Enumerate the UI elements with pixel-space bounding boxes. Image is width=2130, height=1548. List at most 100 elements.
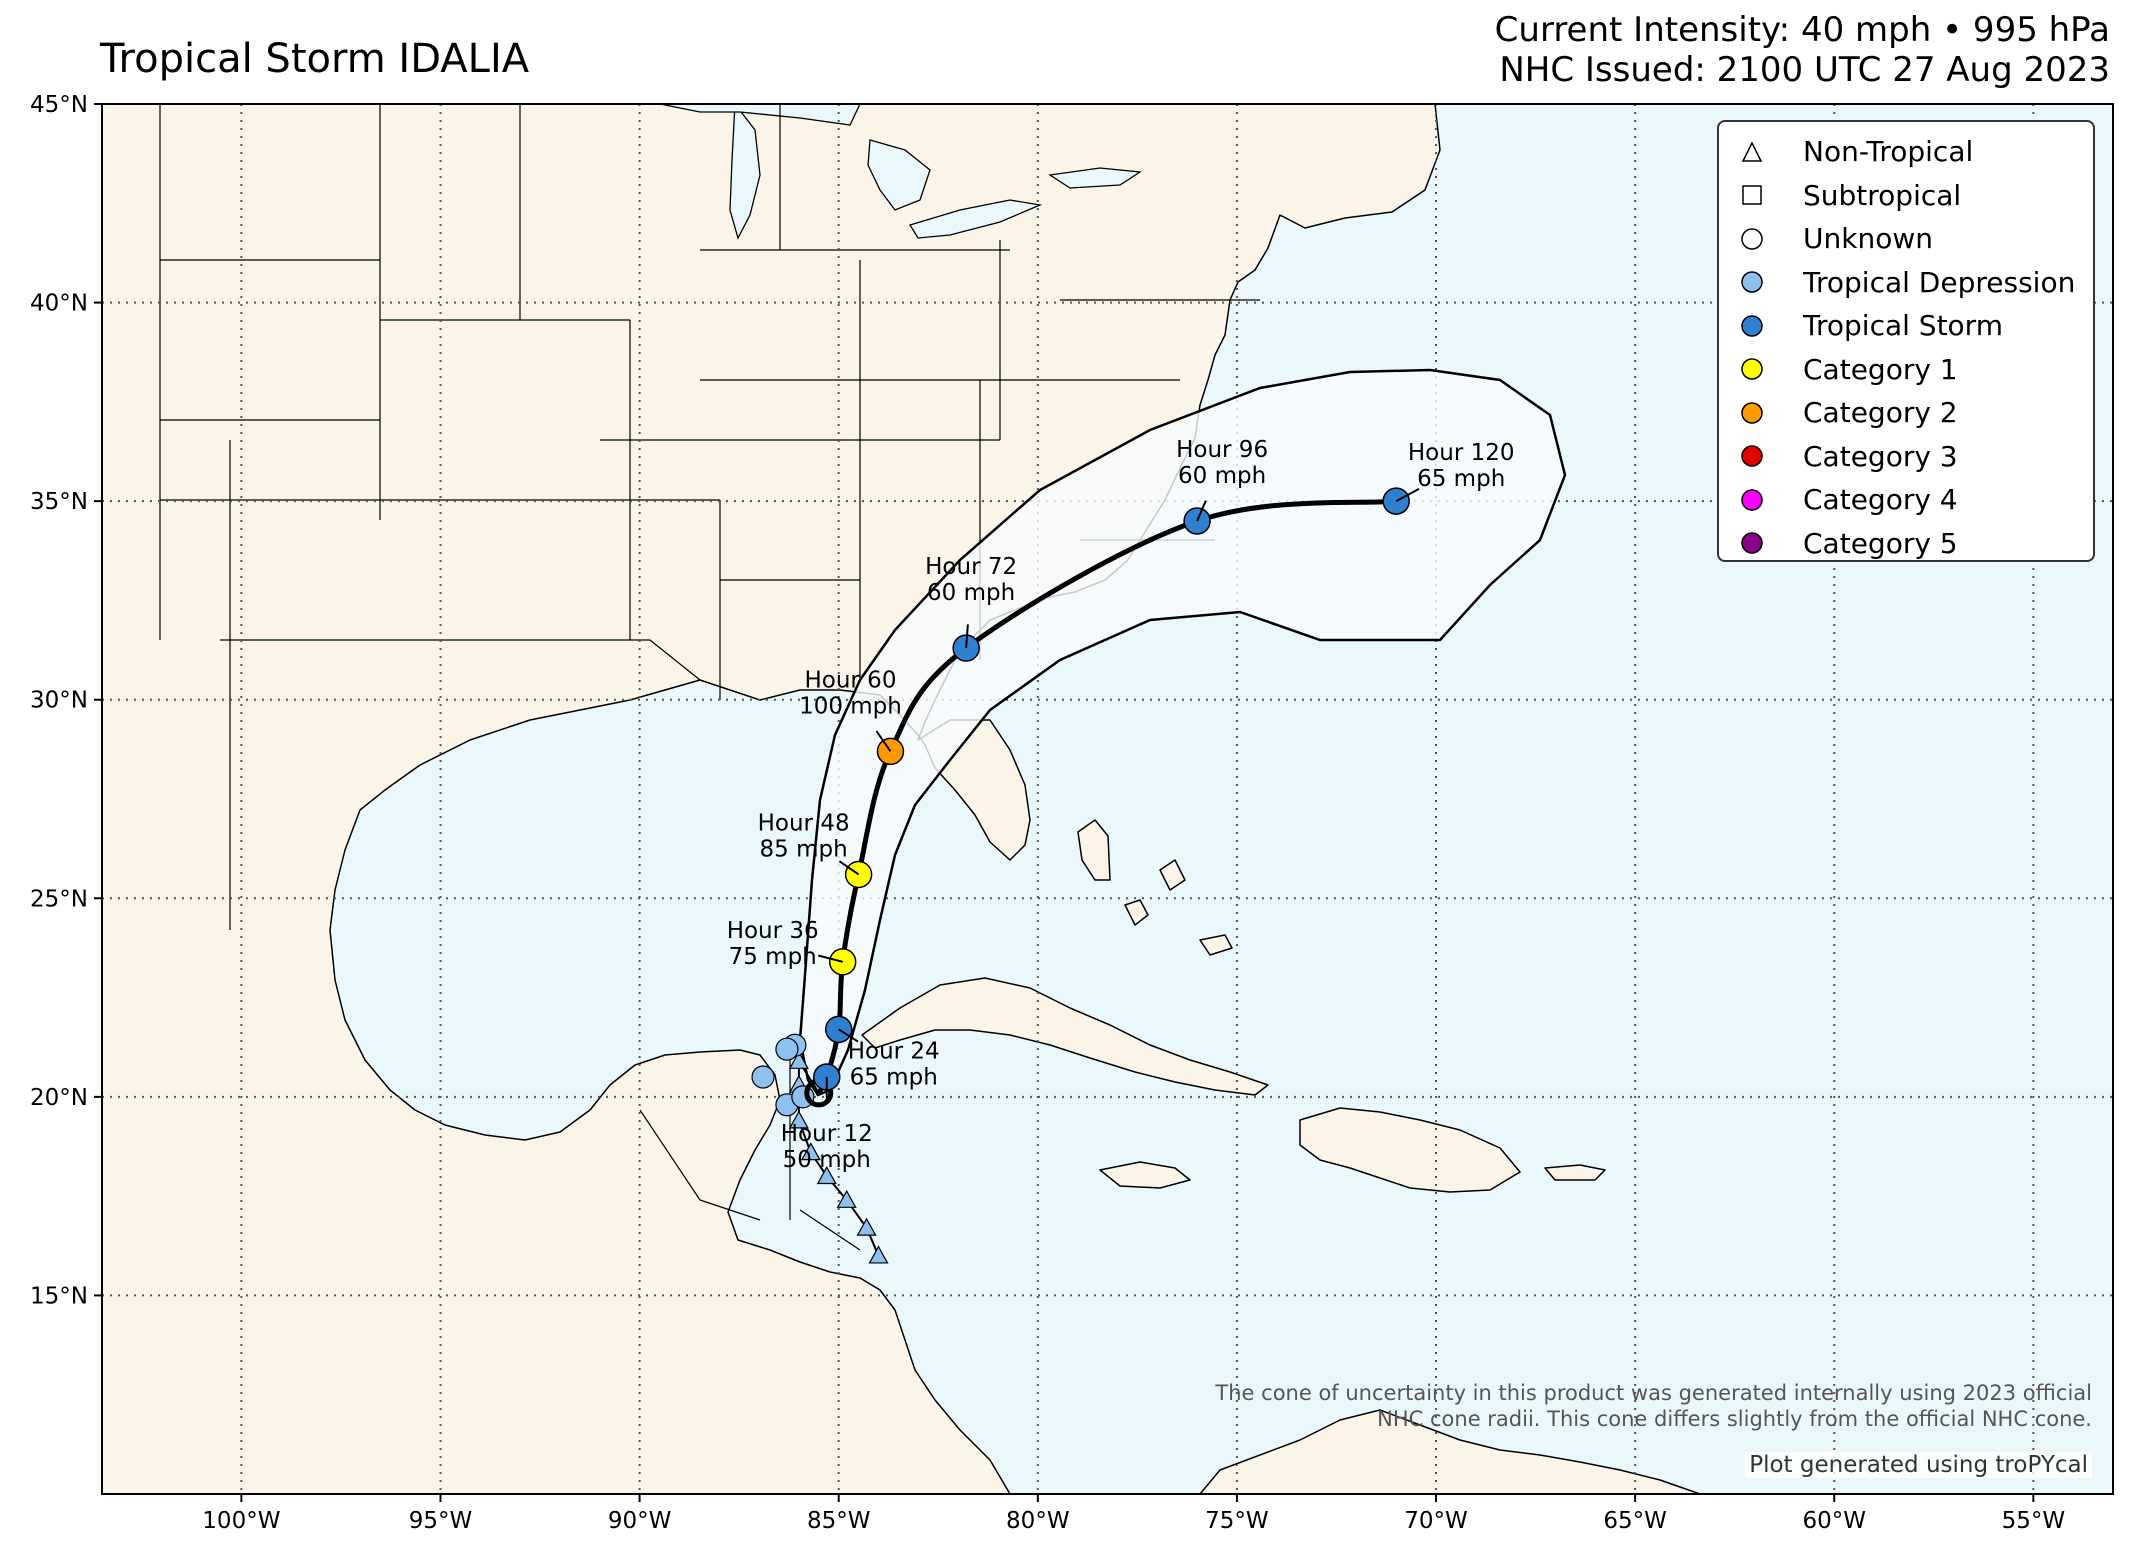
past-point-marker	[775, 1037, 799, 1061]
lon-tick-label: 75°W	[1205, 1508, 1269, 1534]
legend-circle-icon	[1737, 354, 1767, 384]
legend-item: Category 1	[1719, 348, 2093, 392]
storm-info: Current Intensity: 40 mph • 995 hPa NHC …	[1495, 10, 2110, 90]
past-point-marker	[788, 1110, 809, 1129]
nhc-issued: NHC Issued: 2100 UTC 27 Aug 2023	[1499, 50, 2110, 90]
forecast-wind-label: 100 mph	[799, 693, 902, 719]
south-america	[1199, 1409, 1701, 1494]
forecast-wind-label: 65 mph	[850, 1064, 938, 1090]
past-point-marker	[836, 1189, 857, 1208]
lon-tick-label: 80°W	[1006, 1508, 1070, 1534]
lon-tick-label: 60°W	[1802, 1508, 1866, 1534]
lon-tick-label: 55°W	[2002, 1508, 2066, 1534]
legend-item: Category 2	[1719, 391, 2093, 435]
lake-michigan	[729, 104, 761, 240]
cone-of-uncertainty	[798, 368, 1567, 1097]
forecast-hour-label: Hour 36	[727, 918, 819, 944]
lat-tick-label: 25°N	[30, 886, 88, 912]
legend-label: Category 1	[1803, 352, 1958, 386]
lat-tick-label: 20°N	[30, 1085, 88, 1111]
lat-tick-label: 45°N	[30, 92, 88, 118]
forecast-hour-label: Hour 120	[1408, 440, 1515, 466]
legend-item: Non-Tropical	[1719, 130, 2093, 174]
bahamas-3	[1159, 859, 1186, 891]
label-leader	[965, 624, 969, 649]
great-lakes	[659, 104, 1142, 240]
axis-ticks: 100°W 95°W 90°W 85°W 80°W 75°W 70°W 65°W 60°W 55°…	[30, 92, 2065, 1534]
puerto-rico	[1544, 1164, 1606, 1181]
legend-square-icon	[1737, 180, 1767, 210]
plot-credit: Plot generated using troPYcal	[1745, 1452, 2092, 1478]
legend-circle-icon	[1737, 267, 1767, 297]
legend-label: Category 2	[1803, 396, 1958, 430]
legend-item: Tropical Depression	[1719, 261, 2093, 305]
legend-label: Category 4	[1803, 483, 1958, 517]
forecast-wind-label: 75 mph	[729, 944, 817, 970]
legend-circle-icon	[1737, 441, 1767, 471]
legend-circle-icon	[1737, 398, 1767, 428]
forecast-wind-label: 60 mph	[1178, 463, 1266, 489]
map-border	[101, 103, 2114, 1495]
forecast-hour-label: Hour 96	[1176, 437, 1268, 463]
past-point-marker	[788, 1050, 809, 1069]
legend-circle-icon	[1737, 224, 1767, 254]
forecast-hour-label: Hour 12	[781, 1121, 873, 1147]
legend-label: Unknown	[1803, 222, 1933, 256]
lon-tick-label: 90°W	[608, 1508, 672, 1534]
legend-circle-icon	[1737, 311, 1767, 341]
legend-circle-icon	[1737, 485, 1767, 515]
label-leader	[838, 1028, 859, 1043]
lon-tick-label: 85°W	[807, 1508, 871, 1534]
legend-label: Category 5	[1803, 526, 1958, 560]
lake-superior	[659, 104, 861, 126]
lon-tick-label: 95°W	[409, 1508, 473, 1534]
disclaimer-line-1: The cone of uncertainty in this product …	[1215, 1381, 2092, 1405]
cuba	[861, 977, 1269, 1096]
forecast-hour-label: Hour 60	[804, 667, 896, 693]
legend-label: Category 3	[1803, 439, 1958, 473]
cone-disclaimer: The cone of uncertainty in this product …	[1215, 1380, 2092, 1432]
hispaniola	[1299, 1107, 1521, 1193]
land-layer	[102, 104, 1701, 1494]
legend-item: Unknown	[1719, 217, 2093, 261]
past-point-marker	[856, 1217, 877, 1236]
lon-tick-label: 100°W	[202, 1508, 280, 1534]
label-leader	[1196, 500, 1207, 522]
lon-tick-label: 70°W	[1404, 1508, 1468, 1534]
forecast-hour-label: Hour 24	[848, 1038, 940, 1064]
legend-item: Tropical Storm	[1719, 304, 2093, 348]
bahamas-4	[1199, 934, 1233, 956]
forecast-hour-label: Hour 72	[925, 554, 1017, 580]
past-point-marker	[868, 1245, 889, 1264]
lon-tick-label: 65°W	[1603, 1508, 1667, 1534]
label-leader	[817, 954, 843, 963]
legend-item: Subtropical	[1719, 174, 2093, 218]
lake-erie	[909, 199, 1043, 239]
legend-circle-icon	[1737, 528, 1767, 558]
past-point-marker	[816, 1166, 837, 1185]
legend-label: Tropical Depression	[1803, 265, 2076, 299]
state-borders	[159, 104, 1260, 1251]
border-line	[159, 104, 1260, 1251]
forecast-wind-label: 85 mph	[760, 836, 848, 862]
legend-item: Category 5	[1719, 522, 2093, 566]
forecast-wind-label: 60 mph	[927, 580, 1015, 606]
legend-triangle-icon	[1737, 137, 1767, 167]
lat-tick-label: 35°N	[30, 489, 88, 515]
current-intensity: Current Intensity: 40 mph • 995 hPa	[1494, 10, 2110, 50]
legend-label: Non-Tropical	[1803, 135, 1974, 169]
disclaimer-line-2: NHC cone radii. This cone differs slight…	[1377, 1407, 2092, 1431]
lake-ontario	[1048, 167, 1142, 189]
lake-huron	[867, 139, 931, 211]
bahamas-1	[1077, 819, 1111, 881]
legend: Non-Tropical Subtropical Unknown Tropical D…	[1717, 120, 2095, 562]
lat-tick-label: 30°N	[30, 688, 88, 714]
past-point-marker	[800, 1142, 821, 1161]
lat-tick-label: 40°N	[30, 291, 88, 317]
forecast-wind-label: 50 mph	[783, 1147, 871, 1173]
storm-track	[751, 487, 1410, 1264]
legend-item: Category 4	[1719, 478, 2093, 522]
label-leader	[875, 730, 892, 752]
bahamas-2	[1124, 899, 1149, 926]
